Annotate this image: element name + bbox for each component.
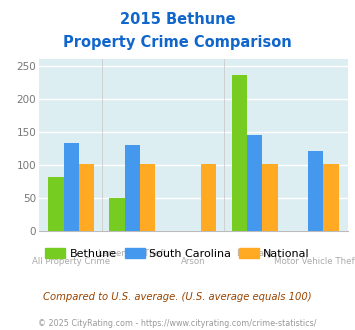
Bar — [140, 164, 155, 231]
Bar — [232, 75, 247, 231]
Bar — [109, 198, 125, 231]
Text: All Property Crime: All Property Crime — [32, 257, 110, 266]
Bar — [48, 177, 64, 231]
Text: 2015 Bethune: 2015 Bethune — [120, 12, 235, 26]
Legend: Bethune, South Carolina, National: Bethune, South Carolina, National — [41, 244, 314, 263]
Bar — [64, 143, 79, 231]
Text: Burglary: Burglary — [236, 249, 273, 258]
Text: Property Crime Comparison: Property Crime Comparison — [63, 35, 292, 50]
Bar — [201, 164, 217, 231]
Text: Compared to U.S. average. (U.S. average equals 100): Compared to U.S. average. (U.S. average … — [43, 292, 312, 302]
Bar — [262, 164, 278, 231]
Text: Motor Vehicle Theft: Motor Vehicle Theft — [274, 257, 355, 266]
Bar — [323, 164, 339, 231]
Text: Arson: Arson — [181, 257, 206, 266]
Bar — [79, 164, 94, 231]
Bar — [125, 145, 140, 231]
Bar — [247, 135, 262, 231]
Text: © 2025 CityRating.com - https://www.cityrating.com/crime-statistics/: © 2025 CityRating.com - https://www.city… — [38, 319, 317, 328]
Text: Larceny & Theft: Larceny & Theft — [98, 249, 166, 258]
Bar — [308, 151, 323, 231]
